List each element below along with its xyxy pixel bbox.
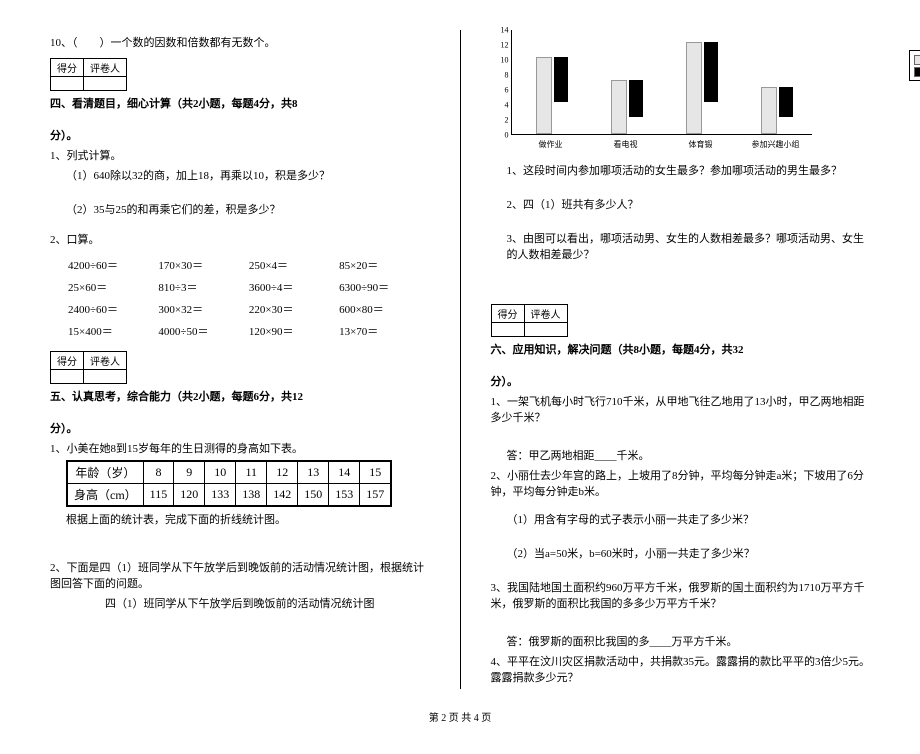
section-5-suffix: 分）。 [50, 423, 78, 435]
height-table: 年龄（岁） 89 1011 1213 1415 身高（cm） 115120 13… [66, 460, 392, 507]
s4-q1a: （1）640除以32的商，加上18，再乘以10，积是多少？ [66, 167, 430, 183]
calc-grid: 4200÷60＝170×30＝250×4＝85×20＝ 25×60＝810÷3＝… [66, 253, 430, 343]
left-column: 10、（ ）一个数的因数和倍数都有无数个。 得分评卷人 四、看清题目，细心计算（… [50, 30, 430, 689]
s4-q2: 2、口算。 [50, 231, 430, 247]
s5-q2: 2、下面是四（1）班同学从下午放学后到晚饭前的活动情况统计图，根据统计图回答下面… [50, 559, 430, 591]
s4-q1b: （2）35与25的和再乘它们的差，积是多少？ [66, 201, 430, 217]
section-4-suffix: 分）。 [50, 130, 78, 142]
r-q2: 2、四（1）班共有多少人？ [507, 196, 871, 212]
s6-q2b: （2）当a=50米，b=60米时，小丽一共走了多少米？ [507, 545, 871, 561]
r-q3: 3、由图可以看出，哪项活动男、女生的人数相差最多？哪项活动男、女生的人数相差最少… [507, 230, 871, 262]
s6-q4: 4、平平在汶川灾区捐款活动中，共捐款35元。露露捐的款比平平的3倍少5元。露露捐… [491, 653, 871, 685]
right-column: 02468101214 男生 女生 做作业看电视体育锻参加兴趣小组 1、这段时间… [491, 30, 871, 689]
s6-a1: 答：甲乙两地相距____千米。 [507, 447, 871, 463]
s6-q3: 3、我国陆地国土面积约960万平方千米，俄罗斯的国土面积约为1710万平方千米，… [491, 579, 871, 611]
s6-q2: 2、小丽仕去少年宫的路上，上坡用了8分钟，平均每分钟走a米；下坡用了6分钟，平均… [491, 467, 871, 499]
section-6-suffix: 分）。 [491, 376, 519, 388]
s6-a3: 答：俄罗斯的面积比我国的多____万平方千米。 [507, 633, 871, 649]
chart-legend: 男生 女生 [909, 50, 920, 81]
activity-chart: 02468101214 男生 女生 做作业看电视体育锻参加兴趣小组 [491, 30, 871, 150]
score-box-6: 得分评卷人 [491, 304, 568, 337]
s5-q2-title: 四（1）班同学从下午放学后到晚饭前的活动情况统计图 [50, 595, 430, 611]
score-box-4: 得分评卷人 [50, 58, 127, 91]
score-box-5: 得分评卷人 [50, 351, 127, 384]
section-6-title: 六、应用知识，解决问题（共8小题，每题4分，共32 [491, 344, 744, 356]
s6-q1: 1、一架飞机每小时飞行710千米，从甲地飞往乙地用了13小时，甲乙两地相距多少千… [491, 393, 871, 425]
section-4-title: 四、看清题目，细心计算（共2小题，每题4分，共8 [50, 98, 298, 110]
s4-q1: 1、列式计算。 [50, 147, 430, 163]
r-q1: 1、这段时间内参加哪项活动的女生最多？参加哪项活动的男生最多？ [507, 162, 871, 178]
section-5-title: 五、认真思考，综合能力（共2小题，每题6分，共12 [50, 391, 303, 403]
s5-q1-note: 根据上面的统计表，完成下面的折线统计图。 [66, 511, 430, 527]
s5-q1: 1、小美在她8到15岁每年的生日测得的身高如下表。 [50, 440, 430, 456]
s6-q2a: （1）用含有字母的式子表示小丽一共走了多少米？ [507, 511, 871, 527]
question-10: 10、（ ）一个数的因数和倍数都有无数个。 [50, 34, 430, 50]
column-divider [460, 30, 461, 689]
page-footer: 第 2 页 共 4 页 [50, 709, 870, 724]
